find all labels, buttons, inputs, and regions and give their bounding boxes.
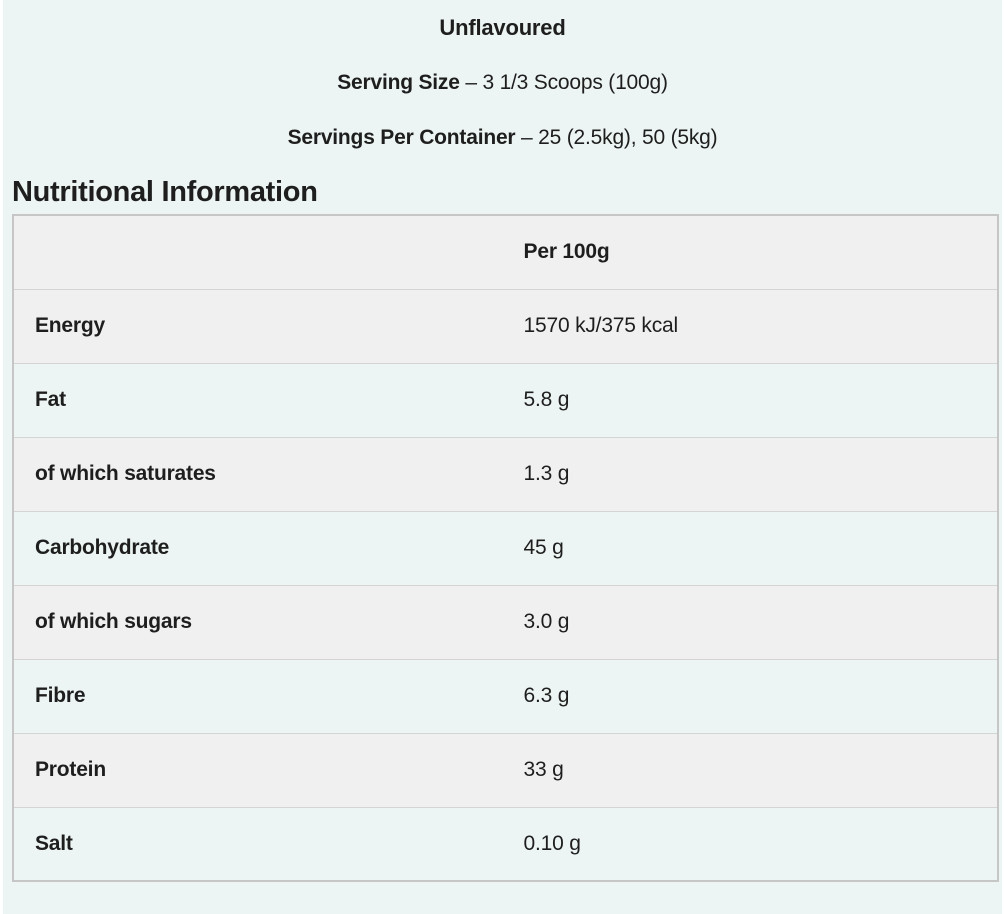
nutrient-label: Protein (13, 733, 503, 808)
nutrient-label: Carbohydrate (13, 511, 503, 586)
nutrient-label: Fat (13, 363, 503, 438)
nutrient-value: 45 g (502, 511, 998, 586)
serving-size-label: Serving Size (337, 71, 460, 94)
nutrient-value: 33 g (502, 733, 998, 808)
table-row-saturates: of which saturates 1.3 g (13, 437, 998, 512)
nutrient-value: 5.8 g (502, 363, 998, 438)
nutrient-value: 0.10 g (502, 807, 998, 882)
table-row-fibre: Fibre 6.3 g (13, 659, 998, 734)
nutrient-column-header (13, 215, 503, 290)
nutrient-label: Energy (13, 289, 503, 364)
table-row-salt: Salt 0.10 g (13, 807, 998, 882)
table-row-carbohydrate: Carbohydrate 45 g (13, 511, 998, 586)
flavour-title: Unflavoured (439, 15, 566, 40)
serving-size-line: Serving Size – 3 1/3 Scoops (100g) (3, 69, 1002, 97)
nutrient-value: 3.0 g (502, 585, 998, 660)
table-header-row: Per 100g (13, 215, 998, 290)
nutrient-value: 1.3 g (502, 437, 998, 512)
servings-per-container-label: Servings Per Container (287, 126, 516, 149)
nutrition-heading: Nutritional Information (12, 176, 318, 208)
serving-size-dash: – (465, 71, 477, 94)
servings-per-container-dash: – (521, 126, 533, 149)
table-row-sugars: of which sugars 3.0 g (13, 585, 998, 660)
nutrient-label: Salt (13, 807, 503, 882)
servings-per-container-value: 25 (2.5kg), 50 (5kg) (538, 126, 718, 149)
servings-per-container-line: Servings Per Container – 25 (2.5kg), 50 … (3, 124, 1002, 152)
per-100g-column-header: Per 100g (502, 215, 998, 290)
table-row-protein: Protein 33 g (13, 733, 998, 808)
nutrient-label: of which saturates (13, 437, 503, 512)
nutrient-label: of which sugars (13, 585, 503, 660)
nutrient-value: 6.3 g (502, 659, 998, 734)
serving-size-value: 3 1/3 Scoops (100g) (482, 71, 668, 94)
nutrient-value: 1570 kJ/375 kcal (502, 289, 998, 364)
nutrition-table: Per 100g Energy 1570 kJ/375 kcal Fat 5.8… (12, 214, 999, 882)
nutrient-label: Fibre (13, 659, 503, 734)
product-info-panel: Unflavoured Serving Size – 3 1/3 Scoops … (3, 0, 1002, 914)
table-row-energy: Energy 1570 kJ/375 kcal (13, 289, 998, 364)
table-row-fat: Fat 5.8 g (13, 363, 998, 438)
